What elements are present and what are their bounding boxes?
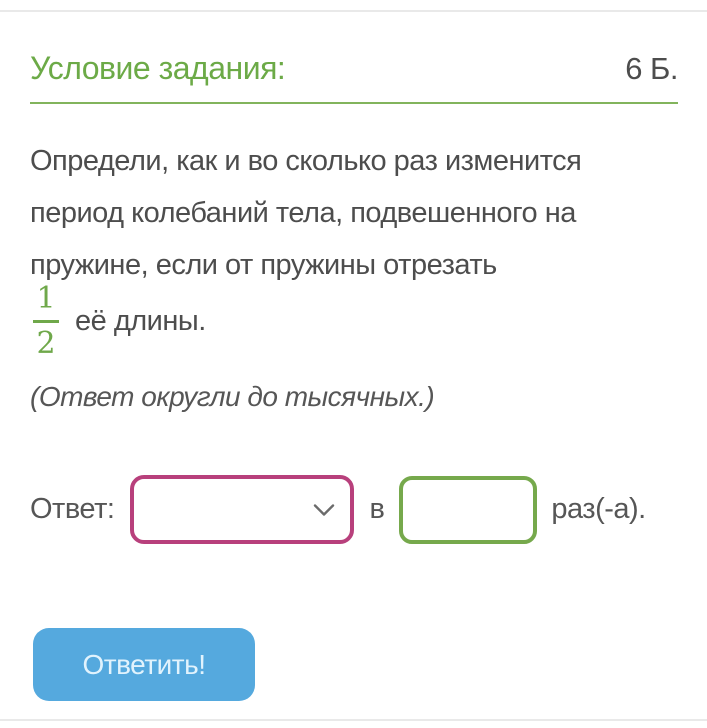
task-text: Определи, как и во сколько раз изменится… [30, 145, 582, 281]
page-title: Условие задания: [30, 50, 286, 86]
fraction: 1 2 [33, 281, 59, 362]
header-divider [30, 102, 678, 104]
points-badge: 6 Б. [625, 51, 678, 86]
rounding-note: (Ответ округли до тысячных.) [30, 381, 435, 412]
answer-select[interactable] [130, 475, 355, 544]
fraction-row: 1 2 её длины. [33, 281, 206, 362]
answer-label: Ответ: [30, 493, 115, 525]
bottom-divider [0, 719, 707, 721]
submit-button[interactable]: Ответить! [33, 628, 255, 701]
chevron-down-icon [314, 503, 335, 516]
fraction-denominator: 2 [36, 326, 56, 361]
answer-input[interactable] [399, 475, 538, 544]
fraction-bar [33, 320, 59, 323]
answer-connector: в [369, 493, 385, 525]
task-header: Условие задания: 6 Б. [30, 50, 678, 87]
fraction-numerator: 1 [36, 281, 56, 316]
answer-row: Ответ: в раз(-а). [30, 475, 646, 544]
top-divider [0, 10, 707, 12]
answer-suffix: раз(-а). [551, 493, 646, 525]
fraction-suffix: её длины. [75, 305, 206, 337]
